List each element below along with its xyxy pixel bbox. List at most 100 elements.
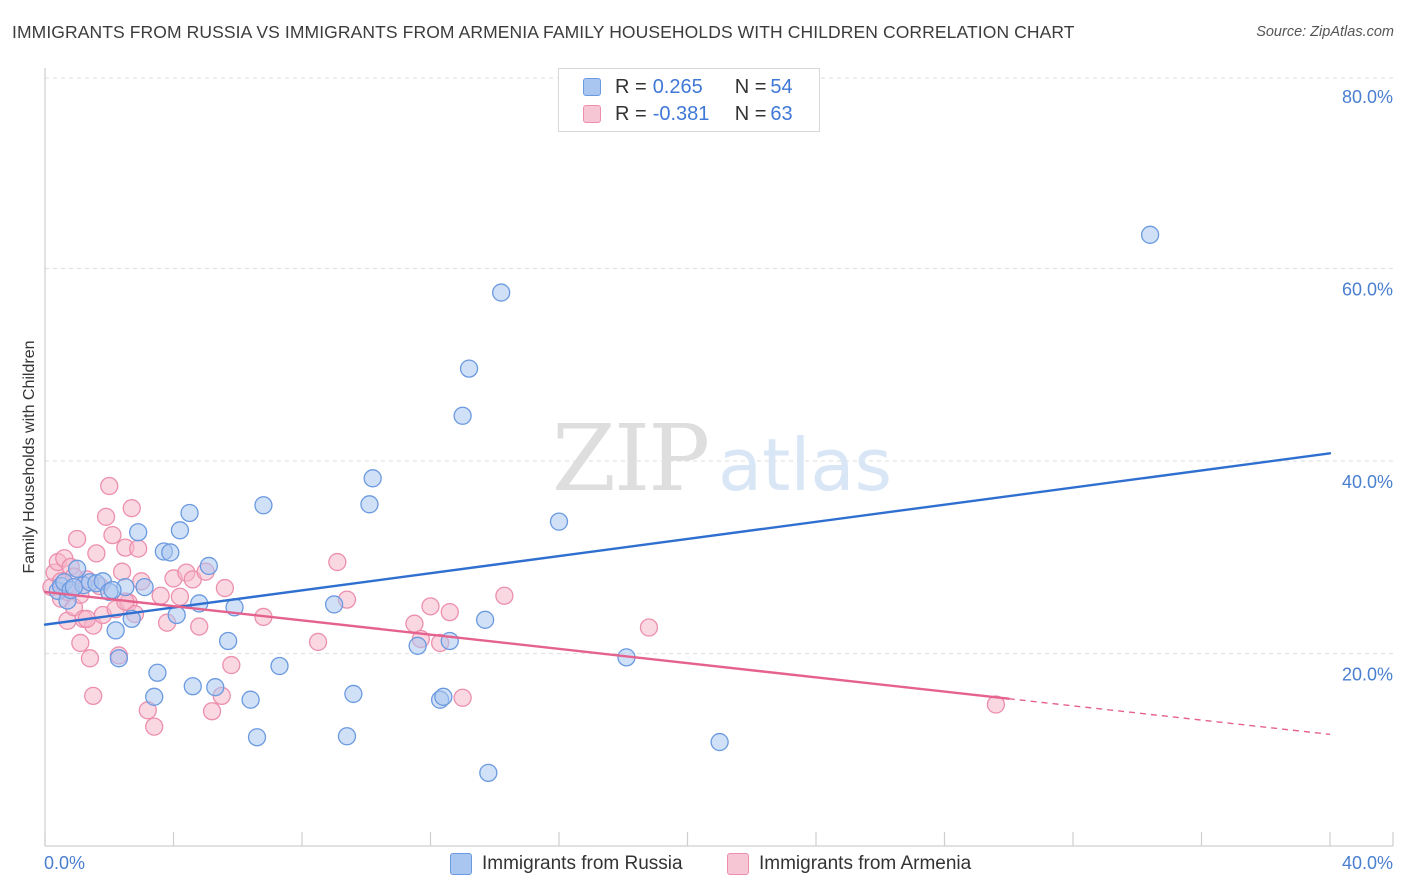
chart-title: IMMIGRANTS FROM RUSSIA VS IMMIGRANTS FRO…	[12, 22, 1075, 42]
bottom-russia-label: Immigrants from Russia	[482, 853, 683, 874]
russia-point-17	[148, 663, 167, 682]
russia-point-15	[129, 523, 148, 542]
russia-point-31	[247, 728, 267, 747]
russia-point-44	[453, 406, 472, 425]
bottom-russia-swatch	[450, 853, 472, 875]
russia-point-5	[67, 559, 87, 578]
russia-point-30	[241, 690, 260, 709]
bottom-armenia-swatch	[727, 853, 749, 875]
russia-point-36	[344, 684, 363, 704]
armenia-point-44	[215, 578, 235, 598]
armenia-r-value: -0.381	[652, 102, 710, 125]
russia-point-26	[199, 556, 218, 576]
armenia-point-33	[145, 717, 164, 736]
x-tick-labels: 0.0% 40.0%	[44, 853, 1393, 873]
russia-point-50	[710, 732, 729, 752]
russia-point-27	[206, 678, 225, 697]
x-minor-ticks	[44, 832, 1394, 846]
russia-point-43	[459, 359, 479, 378]
armenia-point-30	[129, 539, 148, 558]
russia-point-35	[337, 727, 357, 746]
russia-point-48	[549, 512, 569, 531]
gridlines	[45, 77, 1393, 655]
watermark-atlas: atlas	[718, 423, 892, 507]
y-tick-label-20: 20.0%	[1342, 665, 1393, 685]
russia-point-18	[145, 687, 164, 706]
armenia-point-54	[440, 602, 459, 622]
x-tick-label-40: 40.0%	[1342, 853, 1393, 873]
armenia-point-42	[202, 702, 222, 721]
armenia-point-57	[639, 618, 659, 637]
armenia-point-28	[122, 499, 141, 518]
armenia-trend-line-extension	[1008, 698, 1331, 736]
russia-r-value: 0.265	[652, 75, 703, 98]
russia-point-47	[492, 283, 511, 302]
russia-point-33	[270, 656, 289, 676]
correlation-legend: R = 0.265 N = 54 R = -0.381 N = 63	[558, 68, 820, 132]
armenia-point-15	[80, 649, 100, 668]
russia-point-24	[183, 677, 202, 696]
russia-point-51	[1140, 225, 1160, 244]
bottom-legend-armenia: Immigrants from Armenia	[727, 851, 971, 877]
russia-point-12	[109, 649, 129, 668]
bottom-armenia-label: Immigrants from Armenia	[759, 853, 972, 874]
y-tick-label-40: 40.0%	[1342, 472, 1393, 492]
x-tick-label-0: 0.0%	[44, 853, 85, 873]
russia-point-37	[360, 495, 379, 514]
y-tick-labels: 20.0% 40.0% 60.0% 80.0%	[1342, 87, 1393, 685]
armenia-point-59	[84, 686, 103, 705]
y-axis-label: Family Households with Children	[21, 341, 38, 574]
russia-point-32	[254, 496, 273, 515]
armenia-point-52	[421, 597, 440, 616]
legend-row-russia: R = 0.265 N = 54	[583, 75, 793, 99]
armenia-point-37	[170, 587, 190, 606]
trend-lines	[43, 452, 1332, 736]
armenia-point-40	[190, 617, 209, 636]
armenia-point-34	[151, 586, 170, 605]
russia-point-41	[434, 687, 453, 706]
russia-point-34	[324, 595, 344, 614]
source-credit: Source: ZipAtlas.com	[1256, 24, 1394, 40]
armenia-point-25	[112, 562, 132, 581]
armenia-point-21	[100, 476, 119, 496]
russia-r-label: R =	[615, 75, 647, 98]
armenia-point-17	[87, 544, 106, 563]
russia-point-52	[64, 577, 84, 597]
watermark: ZIP atlas	[552, 405, 892, 512]
y-tick-label-80: 80.0%	[1342, 87, 1393, 107]
armenia-point-47	[308, 632, 328, 652]
russia-point-11	[106, 621, 125, 640]
russia-point-20	[161, 543, 180, 562]
armenia-point-50	[405, 614, 424, 633]
armenia-n-label: N =	[734, 102, 767, 125]
russia-point-22	[170, 521, 190, 540]
russia-n-label: N =	[734, 75, 767, 98]
armenia-point-45	[222, 655, 241, 675]
armenia-point-10	[67, 529, 87, 549]
armenia-point-58	[986, 695, 1006, 714]
russia-trend-line	[43, 452, 1332, 626]
russia-points	[48, 225, 1160, 782]
armenia-point-56	[495, 586, 514, 605]
russia-point-16	[135, 577, 154, 597]
russia-point-53	[103, 580, 122, 600]
russia-n-value: 54	[770, 75, 793, 98]
armenia-swatch	[583, 105, 601, 123]
y-tick-label-60: 60.0%	[1342, 280, 1393, 300]
armenia-trend-line	[43, 590, 1010, 700]
russia-point-38	[363, 469, 382, 488]
armenia-point-20	[96, 507, 116, 526]
armenia-point-48	[328, 552, 347, 572]
bottom-legend-russia: Immigrants from Russia	[450, 851, 683, 877]
watermark-zip: ZIP	[552, 405, 708, 512]
russia-point-28	[218, 631, 238, 651]
legend-row-armenia: R = -0.381 N = 63	[583, 102, 793, 126]
russia-point-45	[475, 610, 495, 629]
armenia-r-label: R =	[615, 102, 647, 125]
armenia-point-55	[453, 688, 472, 707]
russia-point-23	[180, 503, 199, 523]
armenia-point-11	[71, 633, 90, 653]
russia-point-46	[479, 763, 498, 782]
russia-point-39	[408, 636, 427, 655]
